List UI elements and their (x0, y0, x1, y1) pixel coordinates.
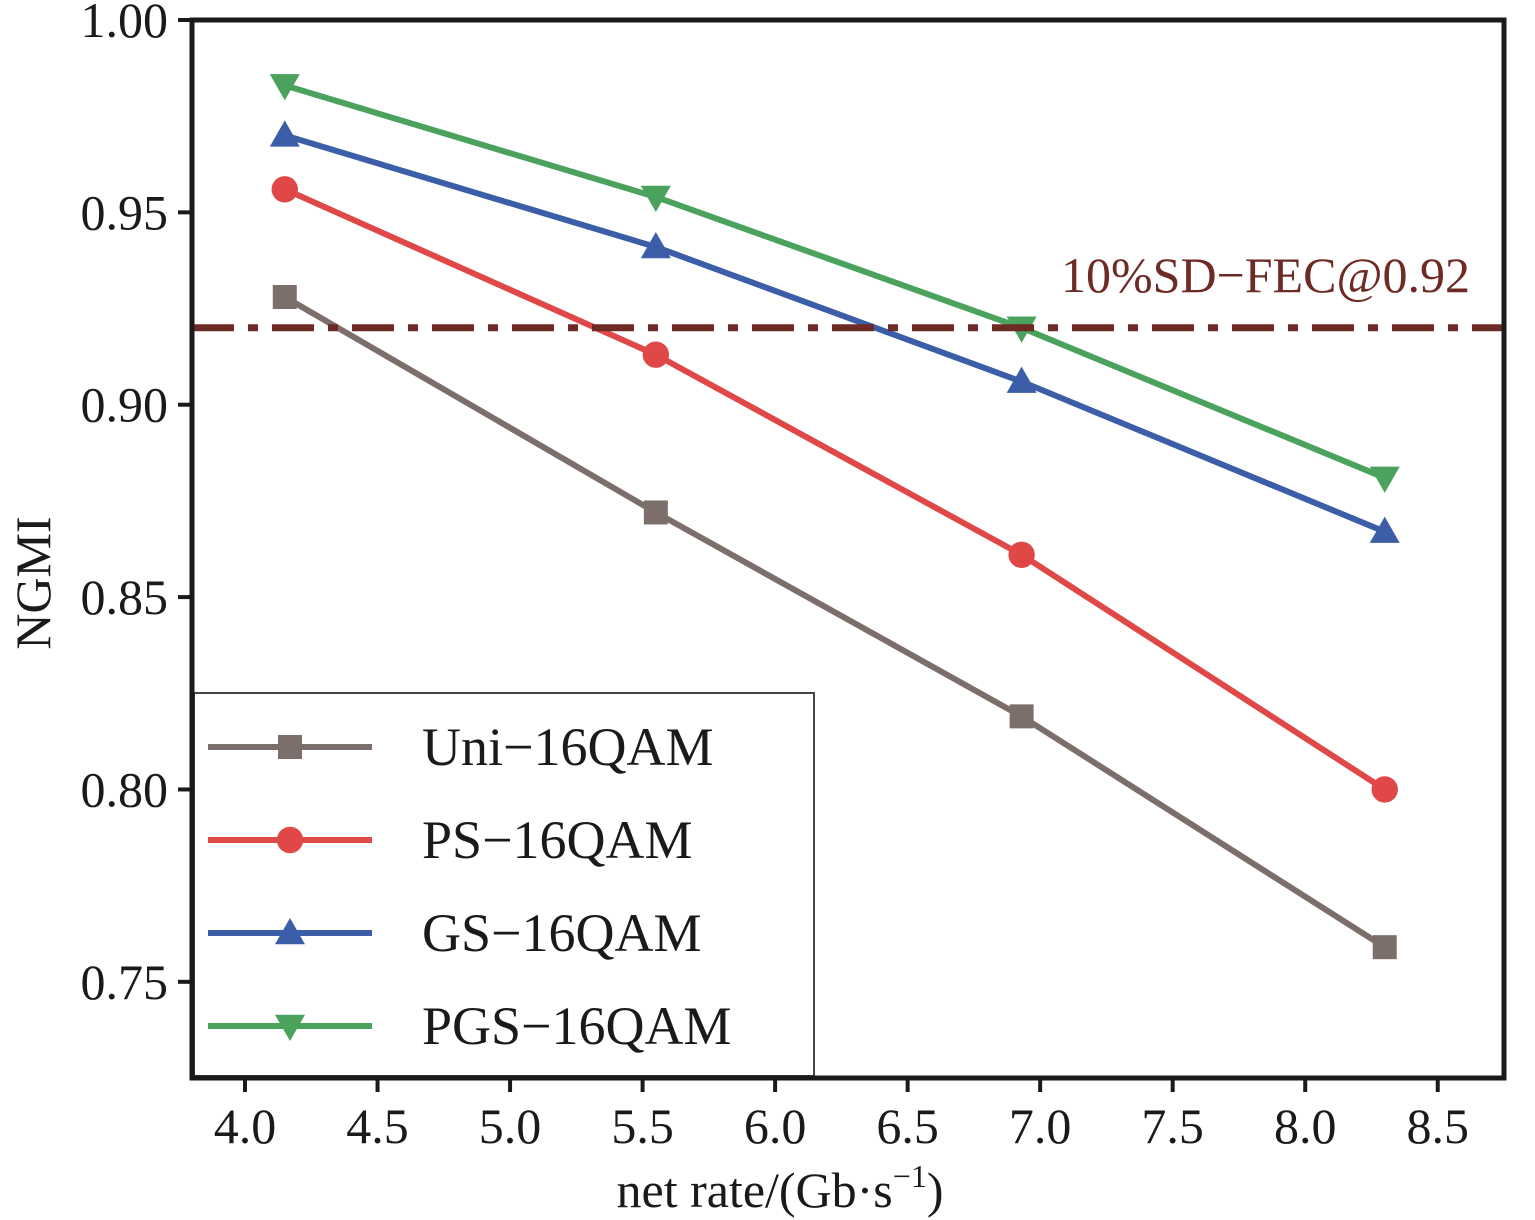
x-tick-label-5: 6.5 (876, 1098, 939, 1154)
x-tick-label-6: 7.0 (1009, 1098, 1072, 1154)
plot-frame (189, 17, 1507, 1081)
data-point-1-1 (642, 341, 670, 368)
y-axis-label: NGMI (5, 516, 61, 649)
x-axis-label-superscript: −1 (893, 1158, 927, 1194)
x-tick-label-2: 5.0 (479, 1098, 542, 1154)
data-point-1-2 (1008, 541, 1035, 568)
y-tick-label-3: 0.90 (81, 377, 169, 433)
data-point-1-3 (1371, 776, 1398, 803)
data-point-0-0 (272, 285, 297, 310)
y-tick-label-1: 0.80 (81, 761, 169, 817)
series-line-1 (283, 186, 1387, 792)
x-tick-label-7: 7.5 (1141, 1098, 1204, 1154)
data-point-1-0 (271, 176, 298, 203)
y-tick-label-0: 0.75 (81, 954, 169, 1010)
series-line-0 (283, 294, 1387, 950)
x-tick-label-8: 8.0 (1274, 1098, 1337, 1154)
data-point-3-1 (640, 185, 671, 212)
data-point-0-2 (1009, 704, 1034, 729)
legend: Uni−16QAM PS−16QAM GS−16QAM PGS−16QAM (193, 692, 815, 1077)
fec-threshold: 10%SD−FEC@0.92 (192, 247, 1504, 332)
data-point-0-3 (1372, 935, 1397, 960)
x-axis-label-main: net rate/(Gb·s (617, 1162, 893, 1218)
y-tick-label-2: 0.85 (81, 569, 169, 625)
legend-label-0: Uni−16QAM (422, 717, 713, 777)
series-line-2 (283, 132, 1386, 535)
x-axis-label: net rate/(Gb·s−1) (617, 1158, 944, 1218)
series-line-3 (283, 82, 1386, 481)
chart-marks (269, 74, 1400, 960)
x-tick-label-4: 6.0 (744, 1098, 807, 1154)
legend-label-2: GS−16QAM (422, 903, 702, 963)
x-tick-label-9: 8.5 (1406, 1098, 1469, 1154)
legend-swatch-marker-1 (276, 826, 304, 854)
fec-threshold-label: 10%SD−FEC@0.92 (1061, 247, 1470, 303)
x-axis-label-tail: ) (927, 1162, 944, 1218)
x-tick-label-0: 4.0 (214, 1098, 277, 1154)
data-point-2-0 (269, 120, 300, 147)
legend-label-3: PGS−16QAM (422, 996, 732, 1056)
x-tick-label-3: 5.5 (611, 1098, 674, 1154)
data-point-3-0 (269, 74, 300, 101)
legend-swatch-marker-2 (275, 918, 305, 945)
y-tick-label-5: 1.00 (81, 0, 169, 48)
data-point-2-1 (640, 231, 671, 259)
data-point-3-3 (1369, 466, 1400, 493)
legend-swatch-marker-3 (275, 1014, 305, 1041)
y-tick-label-4: 0.95 (81, 184, 169, 240)
axis-ticks: 4.0 4.5 5.0 5.5 6.0 6.5 7.0 7.5 8.0 8.5 0.75 0.80 0.… (81, 0, 1469, 1154)
data-point-2-2 (1006, 366, 1037, 393)
legend-swatch-marker-0 (278, 735, 302, 759)
data-point-0-1 (643, 500, 668, 525)
legend-label-1: PS−16QAM (422, 810, 693, 870)
data-point-2-3 (1369, 516, 1400, 543)
x-tick-label-1: 4.5 (346, 1098, 409, 1154)
